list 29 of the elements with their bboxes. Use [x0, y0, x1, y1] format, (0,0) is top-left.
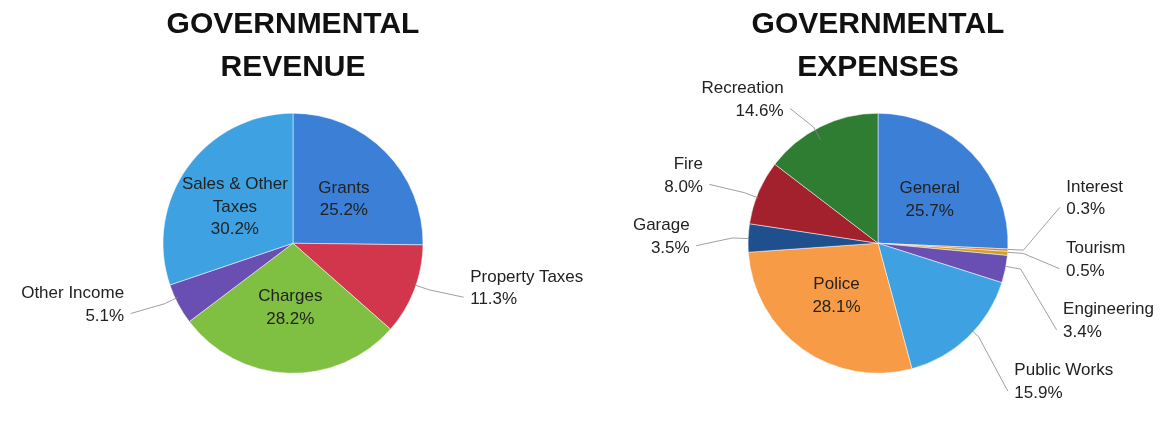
data-label: 28.1%: [812, 296, 861, 316]
data-label: 0.5%: [1065, 260, 1105, 280]
data-label: 3.5%: [650, 237, 690, 257]
slice-label: Interest: [1066, 176, 1124, 196]
slice-label: Garage: [632, 214, 690, 234]
data-label: 14.6%: [735, 100, 784, 120]
slice-label: Public Works: [1014, 360, 1114, 380]
data-label: 0.3%: [1066, 199, 1106, 219]
slice-label: Charges: [258, 285, 323, 305]
slice-label: Engineering: [1063, 299, 1154, 319]
slice-label: Grants: [318, 177, 370, 197]
slice-label: Fire: [673, 153, 703, 173]
chart-title: GOVERNMENTAL REVENUE: [166, 6, 420, 83]
data-label: 30.2%: [210, 219, 259, 239]
data-label: 25.7%: [905, 201, 954, 221]
slice-label: Police: [813, 274, 860, 294]
slice-label: General: [899, 178, 960, 198]
data-label: 25.2%: [319, 200, 368, 220]
data-label: 11.3%: [470, 289, 518, 309]
slice-label: Sales & Other Taxes: [181, 173, 289, 216]
slice-label: Other Income: [21, 282, 125, 302]
data-label: 15.9%: [1014, 383, 1063, 403]
data-label: 3.4%: [1063, 322, 1102, 342]
data-label: 8.0%: [664, 176, 703, 196]
data-label: 5.1%: [85, 305, 125, 325]
slice-label: Property Taxes: [470, 266, 584, 286]
slice-label: Recreation: [701, 77, 784, 97]
slice-label: Tourism: [1065, 237, 1126, 257]
data-label: 28.2%: [266, 308, 315, 328]
